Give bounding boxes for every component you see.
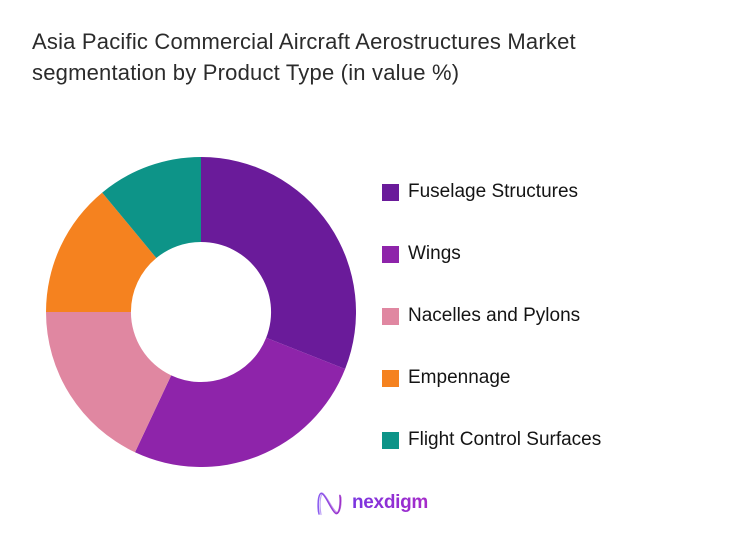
legend-item-empennage: Empennage (382, 366, 601, 390)
donut-segment-flight-control-surfaces (102, 157, 201, 259)
legend-swatch-nacelles-and-pylons (382, 307, 399, 325)
legend-item-nacelles-and-pylons: Nacelles and Pylons (382, 304, 601, 328)
chart-legend: Fuselage Structures Wings Nacelles and Pyl… (382, 180, 601, 452)
legend-item-wings: Wings (382, 242, 601, 266)
donut-segment-wings (135, 337, 346, 467)
legend-label-wings: Wings (408, 243, 461, 264)
donut-chart (46, 157, 356, 467)
legend-item-fuselage-structures: Fuselage Structures (382, 180, 601, 204)
legend-swatch-fuselage-structures (382, 183, 399, 201)
legend-swatch-flight-control-surfaces (382, 431, 399, 449)
legend-label-empennage: Empennage (408, 367, 511, 388)
legend-item-flight-control-surfaces: Flight Control Surfaces (382, 428, 601, 452)
donut-segment-empennage (46, 192, 157, 312)
legend-label-flight-control-surfaces: Flight Control Surfaces (408, 429, 602, 450)
donut-segment-fuselage-structures (201, 157, 356, 370)
nexdigm-wave-icon (317, 492, 342, 516)
donut-segment-nacelles-and-pylons (46, 312, 172, 453)
legend-swatch-wings (382, 245, 399, 263)
legend-label-fuselage-structures: Fuselage Structures (408, 181, 579, 202)
nexdigm-logo-text: nexdigm (351, 492, 429, 513)
brand-logo: nexdigm (0, 487, 742, 519)
chart-title: Asia Pacific Commercial Aircraft Aerostr… (32, 29, 576, 85)
legend-label-nacelles-and-pylons: Nacelles and Pylons (408, 305, 581, 326)
legend-swatch-empennage (382, 369, 399, 387)
